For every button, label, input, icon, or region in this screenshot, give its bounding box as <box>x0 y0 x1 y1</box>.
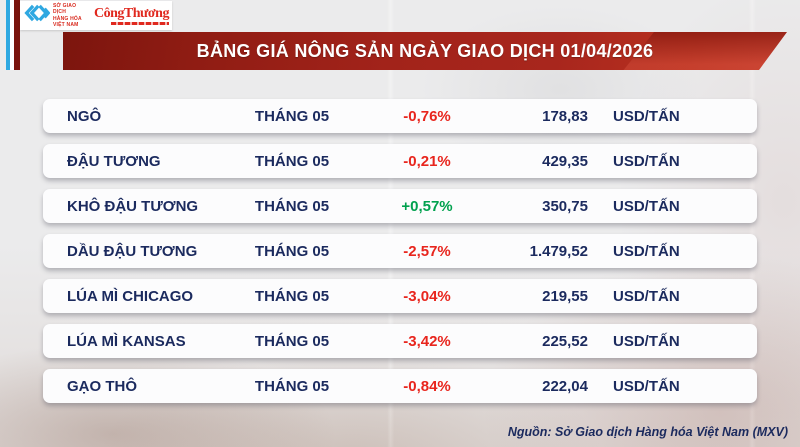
contract-month: THÁNG 05 <box>254 197 330 215</box>
change-percent: -3,04% <box>403 287 451 305</box>
change-percent: -0,21% <box>403 152 451 170</box>
contract-month: THÁNG 05 <box>254 332 330 350</box>
table-row: KHÔ ĐẬU TƯƠNG THÁNG 05 +0,57% 350,75 USD… <box>43 189 757 223</box>
price-value: 178,83 <box>542 107 588 125</box>
table-row: GẠO THÔ THÁNG 05 -0,84% 222,04 USD/TẤN <box>43 369 757 403</box>
mxv-org-line-1: SỞ GIAO DỊCH <box>53 3 77 16</box>
commodity-name: LÚA MÌ KANSAS <box>67 332 186 350</box>
price-unit: USD/TẤN <box>613 197 680 215</box>
table-row: LÚA MÌ CHICAGO THÁNG 05 -3,04% 219,55 US… <box>43 279 757 313</box>
price-value: 222,04 <box>542 377 588 395</box>
table-row: NGÔ THÁNG 05 -0,76% 178,83 USD/TẤN <box>43 99 757 133</box>
commodity-name: NGÔ <box>67 107 102 125</box>
change-percent: +0,57% <box>401 197 453 215</box>
price-unit: USD/TẤN <box>613 287 680 305</box>
title-banner: BẢNG GIÁ NÔNG SẢN NGÀY GIAO DỊCH 01/04/2… <box>63 32 787 70</box>
price-unit: USD/TẤN <box>613 107 680 125</box>
mxv-org-line-3: VIỆT NAM <box>53 21 79 28</box>
commodity-name: LÚA MÌ CHICAGO <box>67 287 194 305</box>
contract-month: THÁNG 05 <box>254 152 330 170</box>
congthuong-logo: CôngThương <box>94 5 169 25</box>
mxv-chevrons-icon <box>24 3 51 28</box>
price-unit: USD/TẤN <box>613 377 680 395</box>
source-attribution: Nguồn: Sở Giao dịch Hàng hóa Việt Nam (M… <box>507 425 788 439</box>
corner-stripe-red <box>14 0 20 70</box>
price-unit: USD/TẤN <box>613 242 680 260</box>
change-percent: -3,42% <box>403 332 451 350</box>
commodity-name: GẠO THÔ <box>67 377 137 395</box>
commodity-name: ĐẬU TƯƠNG <box>67 152 161 170</box>
price-unit: USD/TẤN <box>613 332 680 350</box>
change-percent: -2,57% <box>403 242 451 260</box>
logo-box: SỞ GIAO DỊCH HÀNG HÓA VIỆT NAM CôngThươn… <box>20 1 172 30</box>
contract-month: THÁNG 05 <box>254 287 330 305</box>
table-row: LÚA MÌ KANSAS THÁNG 05 -3,42% 225,52 USD… <box>43 324 757 358</box>
congthuong-tagline <box>110 21 169 25</box>
contract-month: THÁNG 05 <box>254 107 330 125</box>
contract-month: THÁNG 05 <box>254 377 330 395</box>
price-table: NGÔ THÁNG 05 -0,76% 178,83 USD/TẤN ĐẬU T… <box>43 99 757 403</box>
corner-stripe-white <box>10 0 14 70</box>
price-unit: USD/TẤN <box>613 152 680 170</box>
mxv-org-line-2: HÀNG HÓA <box>53 15 82 22</box>
table-row: ĐẬU TƯƠNG THÁNG 05 -0,21% 429,35 USD/TẤN <box>43 144 757 178</box>
change-percent: -0,84% <box>403 377 451 395</box>
price-value: 219,55 <box>542 287 588 305</box>
price-value: 429,35 <box>542 152 588 170</box>
mxv-org-name: SỞ GIAO DỊCH HÀNG HÓA VIỆT NAM <box>53 3 89 28</box>
price-value: 225,52 <box>542 332 588 350</box>
table-row: DẦU ĐẬU TƯƠNG THÁNG 05 -2,57% 1.479,52 U… <box>43 234 757 268</box>
commodity-name: KHÔ ĐẬU TƯƠNG <box>67 197 199 215</box>
page-title: BẢNG GIÁ NÔNG SẢN NGÀY GIAO DỊCH 01/04/2… <box>196 40 654 61</box>
congthuong-wordmark: CôngThương <box>94 5 169 21</box>
commodity-name: DẦU ĐẬU TƯƠNG <box>67 242 198 260</box>
price-value: 350,75 <box>542 197 588 215</box>
corner-stripe-blue <box>6 0 10 70</box>
price-value: 1.479,52 <box>529 242 588 260</box>
change-percent: -0,76% <box>403 107 451 125</box>
contract-month: THÁNG 05 <box>254 242 330 260</box>
